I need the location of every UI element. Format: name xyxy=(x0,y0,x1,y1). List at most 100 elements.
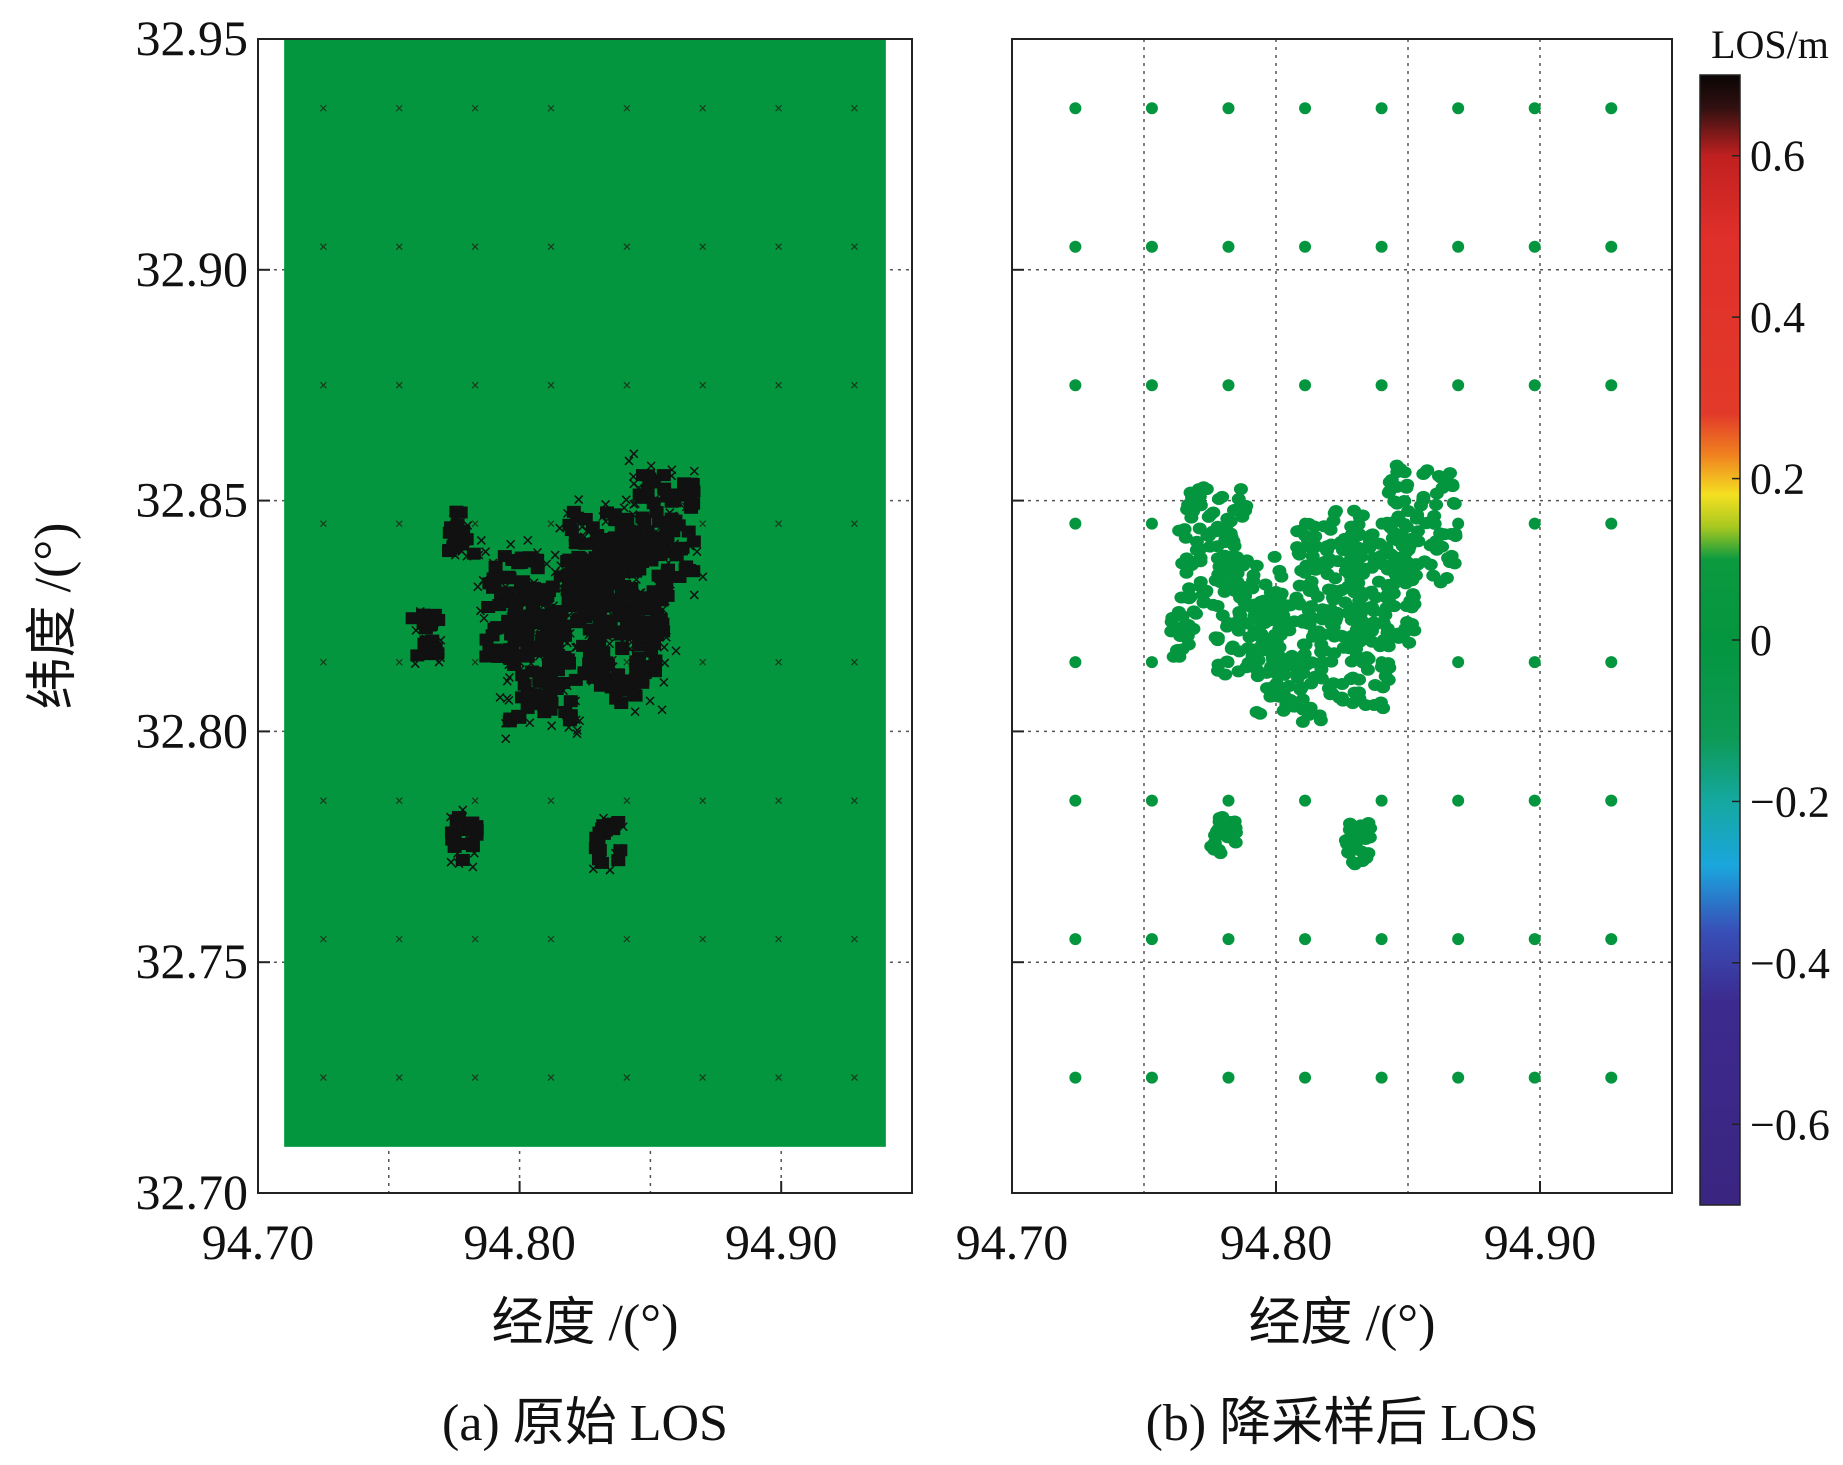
los-point xyxy=(1212,811,1227,824)
los-cluster-cross xyxy=(596,591,606,601)
los-point xyxy=(1188,607,1203,620)
los-cluster-cross xyxy=(584,551,594,561)
los-point xyxy=(1445,478,1460,491)
los-cluster-cross xyxy=(468,862,478,872)
sample-cross xyxy=(471,381,479,389)
sample-cross xyxy=(471,1074,479,1082)
los-point xyxy=(1352,635,1367,648)
los-cluster-mark xyxy=(600,535,615,548)
los-point xyxy=(1257,617,1272,630)
los-point xyxy=(1199,585,1214,598)
colorbar-tick-label: 0 xyxy=(1750,616,1772,665)
sample-cross xyxy=(395,935,403,943)
los-cluster-cross xyxy=(488,558,498,568)
sample-cross xyxy=(395,104,403,112)
sample-point xyxy=(1222,379,1235,392)
los-cluster-mark xyxy=(637,617,652,630)
los-cluster-mark xyxy=(549,683,564,696)
los-cluster-mark xyxy=(589,627,604,640)
los-cluster-cross xyxy=(625,524,635,534)
sample-cross xyxy=(623,381,631,389)
los-point xyxy=(1295,693,1310,706)
y-tick-label: 32.80 xyxy=(136,702,249,758)
los-cluster-cross xyxy=(692,547,702,557)
los-cluster-cross xyxy=(454,859,464,869)
los-cluster-cross xyxy=(665,579,675,589)
sample-cross xyxy=(851,104,858,112)
los-cluster-cross xyxy=(473,582,483,592)
sample-cross xyxy=(547,797,555,805)
sample-cross xyxy=(775,381,783,389)
los-cluster-cross xyxy=(605,865,615,875)
los-point xyxy=(1309,540,1324,553)
los-cluster-mark xyxy=(501,618,516,631)
los-cluster-mark xyxy=(511,557,526,570)
los-point xyxy=(1210,631,1225,644)
sample-point xyxy=(1069,240,1082,253)
los-cluster-mark xyxy=(593,660,608,673)
los-point xyxy=(1205,525,1220,538)
sample-cross xyxy=(775,104,783,112)
sample-cross xyxy=(699,104,707,112)
los-point xyxy=(1364,600,1379,613)
los-cluster-cross xyxy=(528,552,538,562)
los-cluster-cross xyxy=(682,499,692,509)
sample-point xyxy=(1222,794,1235,807)
los-cluster-cross xyxy=(544,614,554,624)
sample-cross xyxy=(471,797,479,805)
los-point xyxy=(1378,670,1393,683)
los-cluster-cross xyxy=(622,605,632,615)
los-point xyxy=(1358,833,1373,846)
sample-point xyxy=(1299,379,1312,392)
los-point xyxy=(1419,517,1434,530)
los-cluster-mark xyxy=(681,525,696,538)
colorbar-tick-label: −0.2 xyxy=(1750,777,1830,826)
los-cluster-cross xyxy=(572,729,582,739)
los-cluster-mark xyxy=(488,560,503,573)
panel-a-sample-marks xyxy=(319,104,858,1082)
los-cluster-mark xyxy=(607,566,622,579)
los-point xyxy=(1376,681,1391,694)
los-point xyxy=(1256,594,1271,607)
los-cluster-cross xyxy=(523,535,533,545)
sample-cross xyxy=(319,104,327,112)
los-point xyxy=(1323,523,1338,536)
x-tick-label: 94.70 xyxy=(202,1214,315,1270)
sample-point xyxy=(1069,517,1082,530)
los-cluster-mark xyxy=(410,649,425,662)
los-cluster-cross xyxy=(504,660,514,670)
sample-cross xyxy=(547,520,555,528)
los-cluster-mark xyxy=(604,681,619,694)
los-cluster-cross xyxy=(593,617,603,627)
los-cluster-mark xyxy=(504,628,519,641)
los-cluster-cross xyxy=(588,864,598,874)
sample-point xyxy=(1299,102,1312,115)
los-point xyxy=(1228,836,1243,849)
los-cluster-cross xyxy=(698,572,708,582)
los-point xyxy=(1327,507,1342,520)
los-cluster-cross xyxy=(628,472,638,482)
los-point xyxy=(1334,691,1349,704)
los-point xyxy=(1228,826,1243,839)
panel-b-x-ticks: 94.70 94.80 94.90 xyxy=(956,1181,1596,1270)
los-point xyxy=(1340,837,1355,850)
y-tick-label: 32.75 xyxy=(136,933,249,989)
sample-cross xyxy=(395,658,403,666)
sample-point xyxy=(1069,656,1082,669)
colorbar-tick-label: 0.2 xyxy=(1750,455,1805,504)
los-cluster-cross xyxy=(618,822,628,832)
sample-point xyxy=(1299,240,1312,253)
sample-point xyxy=(1605,240,1618,253)
los-cluster-cross xyxy=(446,857,456,867)
sample-cross xyxy=(547,1074,555,1082)
los-point xyxy=(1354,845,1369,858)
los-cluster-mark xyxy=(682,563,697,576)
los-cluster-cross xyxy=(562,508,573,518)
panel-a: 32.70 32.75 32.80 32.85 32.90 32.95 94.70 94.8… xyxy=(25,10,913,1452)
los-cluster-cross xyxy=(448,514,458,524)
panel-a-dense-clusters xyxy=(405,449,708,875)
los-point xyxy=(1441,551,1456,564)
los-point xyxy=(1213,847,1228,860)
los-point xyxy=(1391,563,1406,576)
los-cluster-cross xyxy=(559,636,569,646)
